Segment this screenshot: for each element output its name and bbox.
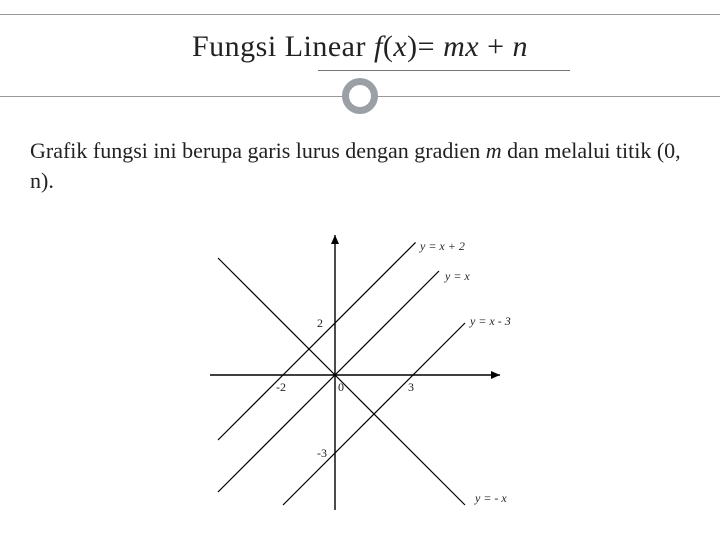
line-label: y = x - 3 xyxy=(469,314,511,328)
title-var-x: x xyxy=(393,30,407,63)
title-text-prefix: Fungsi Linear xyxy=(192,30,374,63)
title-underline xyxy=(318,70,570,71)
linear-function-chart: y = x + 2 y = x y = x - 3 y = - x -2 0 3 2 -3 xyxy=(170,220,550,520)
title-fn: f xyxy=(374,30,383,63)
top-rule xyxy=(0,14,720,15)
x-axis-arrow-icon xyxy=(491,371,500,379)
title-x2: x xyxy=(465,30,479,63)
body-m: m xyxy=(486,138,502,163)
body-prefix: Grafik fungsi ini berupa garis lurus den… xyxy=(30,138,486,163)
divider-circle-icon xyxy=(342,78,378,114)
y-axis-arrow-icon xyxy=(331,235,339,244)
body-paragraph: Grafik fungsi ini berupa garis lurus den… xyxy=(30,136,690,195)
title-m: m xyxy=(443,30,465,63)
title-n: n xyxy=(513,30,529,63)
y-tick-label: -3 xyxy=(317,446,327,460)
title-plus: + xyxy=(479,30,512,63)
title-paren-open: ( xyxy=(383,30,394,63)
line-label: y = - x xyxy=(474,491,507,505)
title-eq: )= xyxy=(407,30,443,63)
slide-title: Fungsi Linear f(x)= mx + n xyxy=(0,30,720,71)
x-tick-label: 3 xyxy=(408,380,414,394)
line-label: y = x + 2 xyxy=(419,239,465,253)
y-tick-label: 2 xyxy=(317,316,323,330)
divider xyxy=(0,76,720,116)
line-label: y = x xyxy=(444,269,470,283)
chart-line xyxy=(218,242,416,440)
x-tick-label: 0 xyxy=(338,380,344,394)
x-tick-label: -2 xyxy=(276,380,286,394)
